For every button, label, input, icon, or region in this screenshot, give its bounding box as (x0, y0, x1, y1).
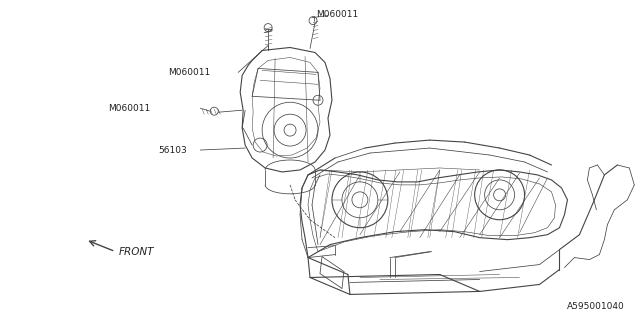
Text: M060011: M060011 (168, 68, 211, 77)
Text: FRONT: FRONT (118, 247, 154, 257)
Text: 56103: 56103 (158, 146, 187, 155)
Text: M060011: M060011 (316, 10, 358, 19)
Text: A595001040: A595001040 (566, 302, 625, 311)
Text: M060011: M060011 (108, 104, 150, 113)
